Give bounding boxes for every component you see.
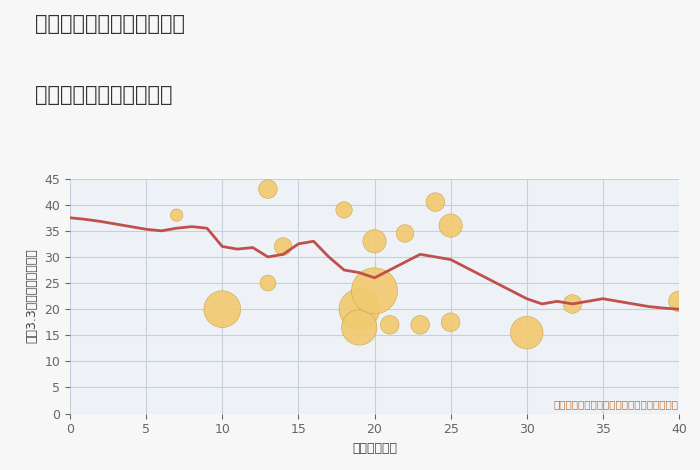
Point: [384, 321, 395, 329]
X-axis label: 築年数（年）: 築年数（年）: [352, 442, 397, 455]
Point: [521, 329, 532, 337]
Point: [262, 279, 274, 287]
Point: [277, 243, 289, 250]
Point: [414, 321, 426, 329]
Point: [567, 300, 578, 308]
Point: [369, 237, 380, 245]
Point: [171, 212, 182, 219]
Point: [430, 198, 441, 206]
Text: 兵庫県姫路市安富町安志の: 兵庫県姫路市安富町安志の: [35, 14, 185, 34]
Point: [445, 319, 456, 326]
Point: [399, 230, 410, 237]
Point: [339, 206, 350, 214]
Point: [369, 287, 380, 295]
Text: 築年数別中古戸建て価格: 築年数別中古戸建て価格: [35, 85, 172, 105]
Text: 円の大きさは、取引のあった物件面積を示す: 円の大きさは、取引のあった物件面積を示す: [554, 399, 679, 409]
Point: [445, 222, 456, 229]
Y-axis label: 坪（3.3㎡）単価（万円）: 坪（3.3㎡）単価（万円）: [26, 249, 38, 344]
Point: [217, 306, 228, 313]
Point: [354, 324, 365, 331]
Point: [262, 185, 274, 193]
Point: [354, 306, 365, 313]
Point: [673, 298, 685, 305]
